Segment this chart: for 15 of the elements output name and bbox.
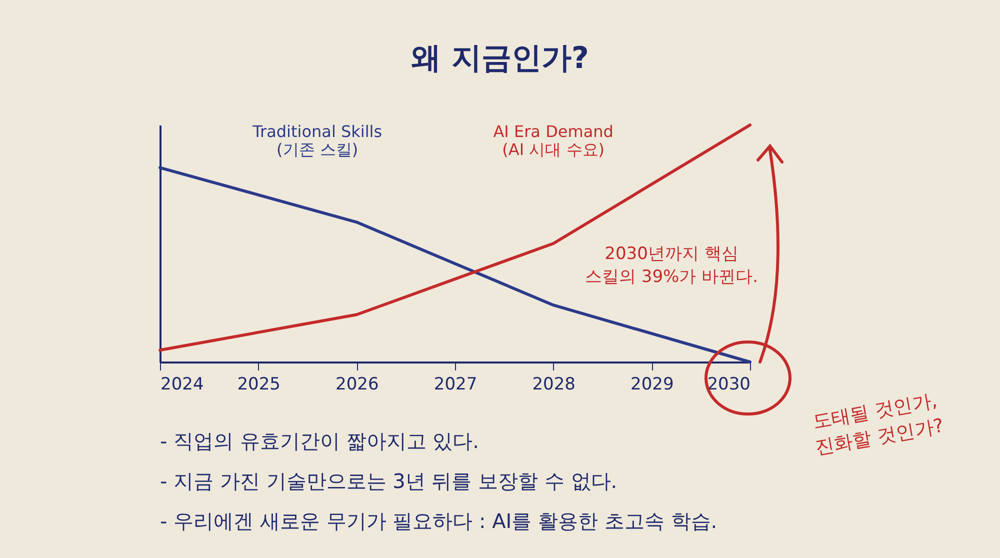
text: - 우리에겐 새로운 무기가 필요하다 : AI를 활용한 초고속 학습. [160, 508, 718, 535]
chart-title: 왜 지금인가? [410, 40, 590, 78]
x-tick-label: 2028 [532, 374, 576, 394]
text: - 지금 가진 기술만으로는 3년 뒤를 보장할 수 없다. [160, 468, 618, 495]
x-tick-label: 2029 [630, 374, 674, 394]
text: 도태될 것인가, 진화할 것인가? [810, 388, 946, 461]
x-tick-label: 2027 [434, 374, 478, 394]
x-tick-label: 2030 [707, 374, 750, 394]
text: - 직업의 유효기간이 짧아지고 있다. [160, 428, 480, 455]
x-tick-label: 2024 [160, 374, 204, 394]
x-tick-label: 2026 [336, 374, 379, 394]
text: Traditional Skills (기존 스킬) [252, 122, 382, 160]
annotation: 2030년까지 핵심 스킬의 39%가 바뀐다. [585, 243, 758, 288]
x-tick-label: 2025 [237, 374, 280, 394]
text: AI Era Demand (AI 시대 수요) [493, 122, 614, 160]
